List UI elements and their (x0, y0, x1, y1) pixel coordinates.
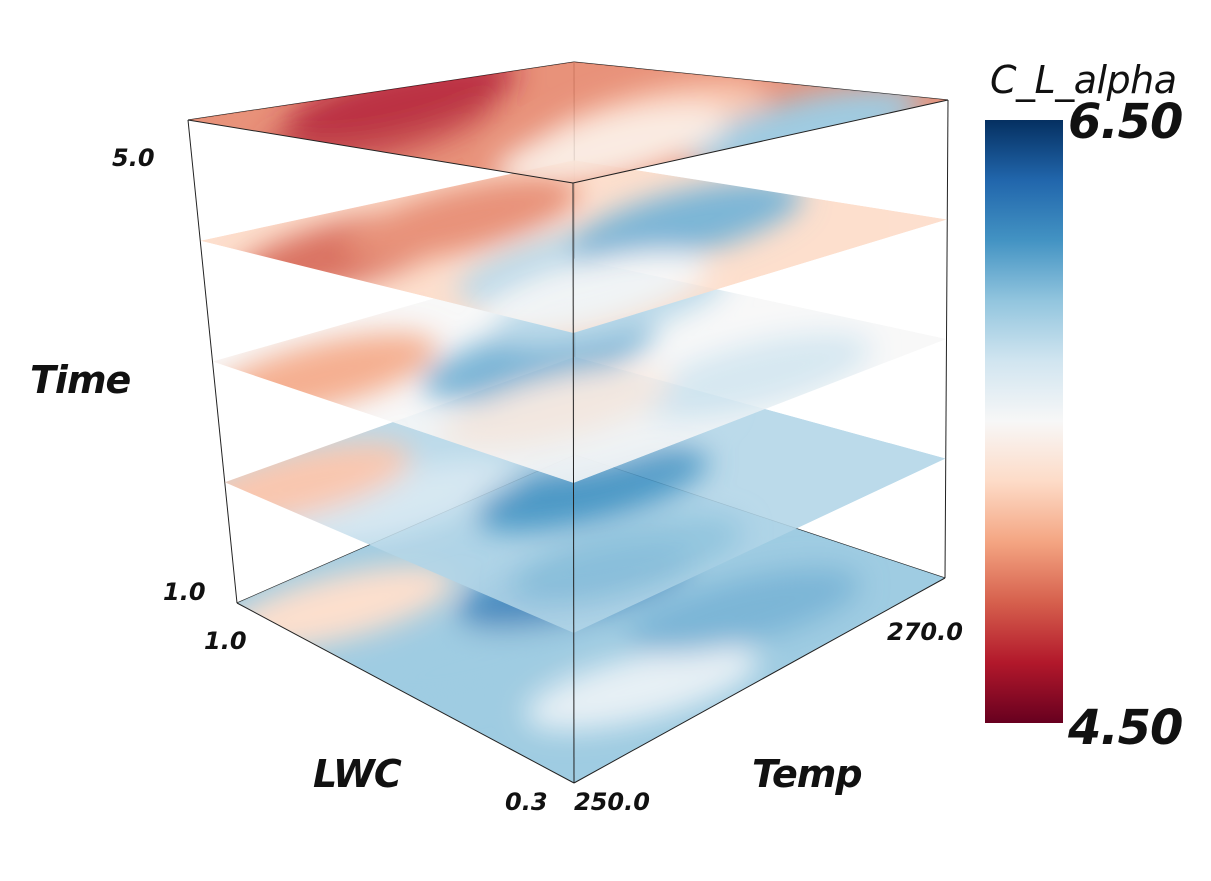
temp-tick-end: 270.0 (887, 618, 963, 646)
temp-axis-title: Temp (752, 752, 863, 796)
time-slice (200, 160, 948, 333)
time-tick-min: 1.0 (163, 578, 206, 606)
box-edge (187, 119, 574, 184)
colorbar-min-label: 4.50 (1068, 700, 1183, 756)
box-edge (573, 577, 946, 784)
lwc-tick-start: 1.0 (204, 627, 247, 655)
box-edge (572, 182, 575, 784)
bounding-box-front-edges (187, 99, 949, 784)
colorbar-max-label: 6.50 (1068, 94, 1183, 150)
time-axis-title: Time (30, 358, 131, 402)
time-slices (188, 62, 948, 783)
box-edge (572, 99, 949, 184)
lwc-tick-end: 0.3 (505, 788, 548, 816)
colorbar-title: C_L_alpha (990, 58, 1177, 102)
lwc-axis-title: LWC (313, 752, 402, 796)
box-edge (236, 602, 575, 784)
colorbar (985, 120, 1063, 723)
temp-tick-start: 250.0 (574, 788, 650, 816)
time-tick-max: 5.0 (112, 144, 155, 172)
